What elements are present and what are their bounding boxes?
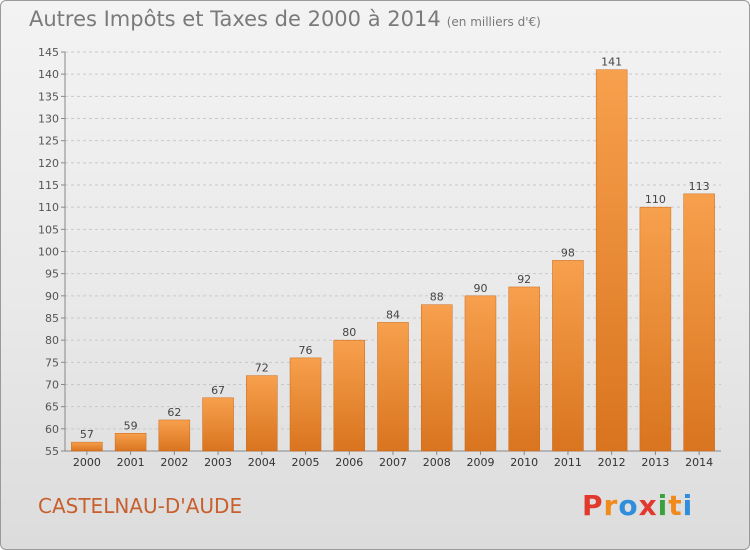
x-tick-label: 2011 [554, 456, 582, 469]
y-tick-label: 120 [38, 157, 59, 170]
bar [595, 69, 628, 452]
y-tick-label: 115 [38, 179, 59, 192]
x-tick-label: 2002 [160, 456, 188, 469]
x-tick-label: 2000 [73, 456, 101, 469]
x-tick-label: 2013 [641, 456, 669, 469]
bar [377, 322, 409, 452]
bar-value-label: 76 [299, 344, 313, 357]
bar [552, 260, 584, 452]
bar [464, 295, 497, 452]
bar-value-label: 59 [124, 419, 138, 432]
bar [639, 206, 672, 452]
bar-value-label: 84 [386, 308, 400, 321]
y-tick-label: 85 [45, 312, 59, 325]
commune-name: CASTELNAU-D'AUDE [38, 494, 243, 518]
bar-value-label: 67 [211, 384, 225, 397]
x-tick-label: 2014 [685, 456, 713, 469]
bar [71, 441, 103, 452]
bar-value-label: 80 [342, 326, 356, 339]
bar-value-label: 141 [601, 56, 622, 69]
bar [683, 193, 715, 452]
bar [202, 397, 234, 452]
bar-value-label: 110 [645, 193, 666, 206]
y-tick-label: 95 [45, 268, 59, 281]
proxiti-logo: Proxiti [582, 489, 694, 522]
x-tick-label: 2012 [598, 456, 626, 469]
y-tick-label: 80 [45, 334, 59, 347]
x-tick-label: 2009 [466, 456, 494, 469]
y-tick-label: 145 [38, 46, 59, 59]
chart-subtitle: (en milliers d'€) [446, 15, 541, 29]
chart-title-text: Autres Impôts et Taxes de 2000 à 2014 [29, 7, 441, 31]
y-tick-label: 125 [38, 135, 59, 148]
bar [158, 419, 191, 452]
bar-value-label: 92 [517, 273, 531, 286]
y-tick-label: 55 [45, 445, 59, 458]
bar-value-label: 98 [561, 246, 575, 259]
bar [333, 339, 366, 452]
x-tick-label: 2006 [335, 456, 363, 469]
x-tick-label: 2001 [117, 456, 145, 469]
y-tick-label: 140 [38, 68, 59, 81]
bar [289, 357, 322, 452]
bar [246, 375, 278, 452]
bar [114, 433, 147, 452]
y-tick-label: 110 [38, 201, 59, 214]
bar-value-label: 57 [80, 428, 94, 441]
y-tick-label: 75 [45, 356, 59, 369]
y-tick-label: 100 [38, 246, 59, 259]
x-tick-label: 2005 [292, 456, 320, 469]
y-tick-label: 105 [38, 223, 59, 236]
x-tick-label: 2004 [248, 456, 276, 469]
x-tick-label: 2007 [379, 456, 407, 469]
bar-value-label: 62 [167, 406, 181, 419]
y-tick-label: 70 [45, 379, 59, 392]
bar [420, 304, 453, 452]
y-tick-label: 65 [45, 401, 59, 414]
y-tick-label: 135 [38, 90, 59, 103]
y-tick-label: 90 [45, 290, 59, 303]
bar-value-label: 88 [430, 291, 444, 304]
x-tick-label: 2010 [510, 456, 538, 469]
x-tick-label: 2003 [204, 456, 232, 469]
chart-title: Autres Impôts et Taxes de 2000 à 2014 (en… [29, 7, 541, 31]
bar-value-label: 72 [255, 362, 269, 375]
x-tick-label: 2008 [423, 456, 451, 469]
bar [508, 286, 540, 452]
y-tick-label: 60 [45, 423, 59, 436]
bar-value-label: 113 [689, 180, 710, 193]
y-tick-label: 130 [38, 113, 59, 126]
bar-value-label: 90 [473, 282, 487, 295]
